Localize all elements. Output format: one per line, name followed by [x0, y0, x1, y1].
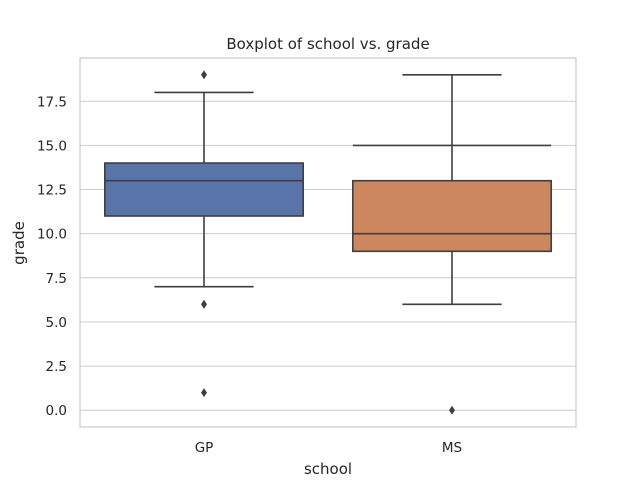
- x-tick-label: MS: [442, 440, 462, 456]
- y-tick-label: 7.5: [46, 271, 67, 287]
- y-tick-label: 0.0: [46, 403, 67, 419]
- boxes: [104, 70, 552, 415]
- x-axis-ticks: GP MS: [195, 440, 462, 456]
- plot-frame: [79, 57, 577, 428]
- y-axis-ticks: 0.0 2.5 5.0 7.5 10.0 12.5 15.0 17.5: [37, 94, 67, 419]
- box-ms: [351, 73, 552, 415]
- box-gp: [104, 70, 304, 398]
- iqr-box: [351, 179, 552, 253]
- chart-title: Boxplot of school vs. grade: [226, 35, 429, 53]
- x-axis-label: school: [304, 460, 352, 478]
- y-tick-label: 12.5: [37, 183, 67, 199]
- y-tick-label: 15.0: [37, 138, 67, 154]
- x-tick-label: GP: [195, 440, 214, 456]
- outlier-point: [449, 405, 455, 415]
- outlier-point: [201, 388, 207, 398]
- y-tick-label: 2.5: [46, 359, 67, 375]
- iqr-box: [104, 162, 304, 217]
- grid: [80, 100, 576, 411]
- y-tick-label: 10.0: [37, 227, 67, 243]
- outlier-point: [201, 299, 207, 309]
- outlier-point: [201, 70, 207, 80]
- y-tick-label: 5.0: [46, 315, 67, 331]
- y-tick-label: 17.5: [37, 94, 67, 110]
- y-axis-label: grade: [10, 221, 28, 265]
